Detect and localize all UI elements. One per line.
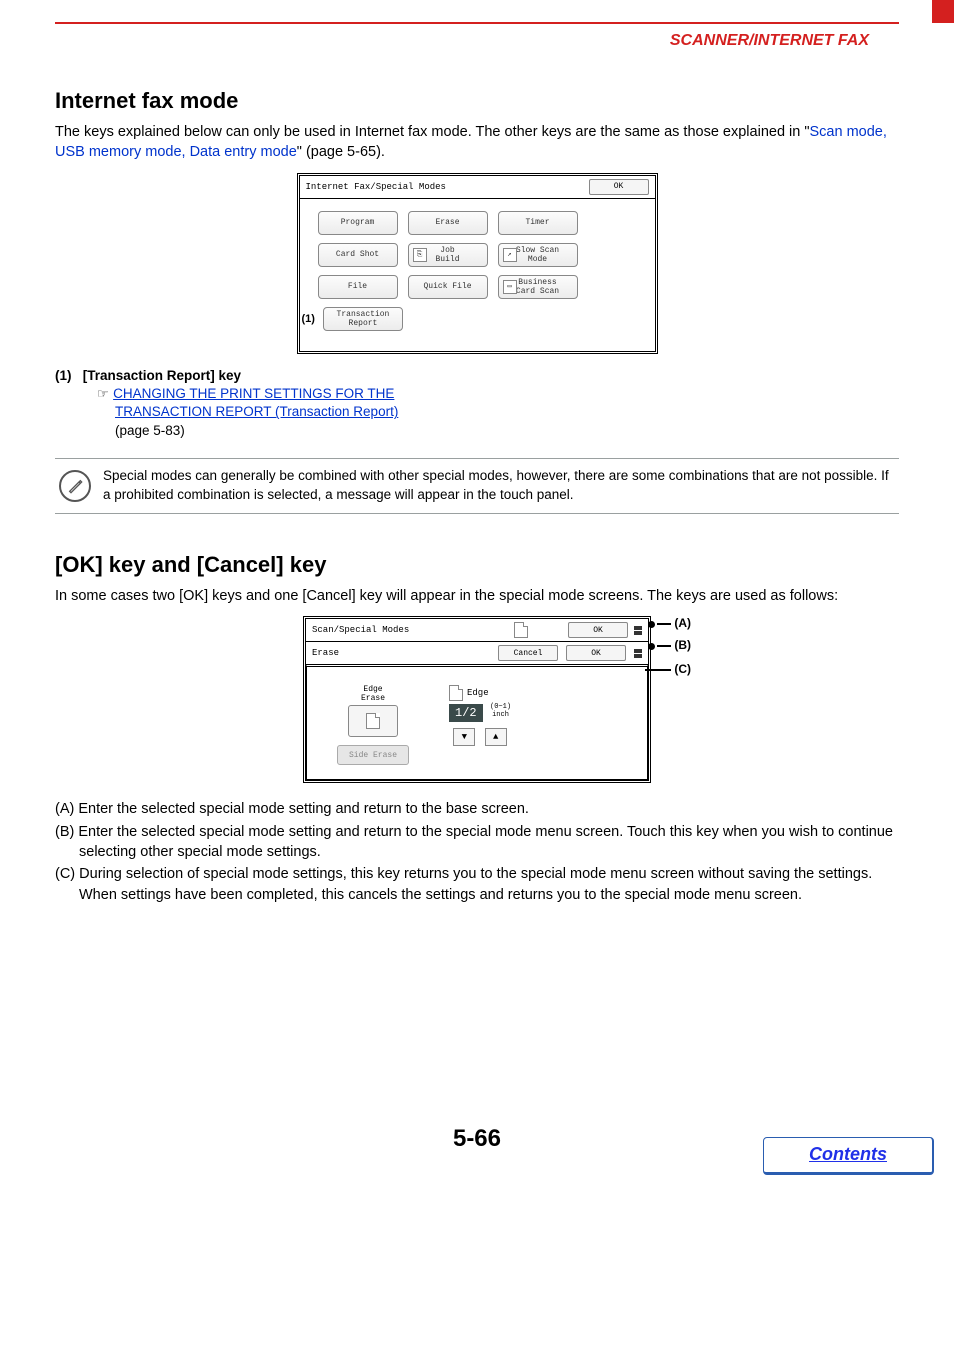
quick-file-button[interactable]: Quick File — [408, 275, 488, 299]
anno-b: (B) — [648, 638, 691, 652]
anno-c: (C) — [645, 662, 691, 676]
intro-text-pre: The keys explained below can only be use… — [55, 124, 810, 140]
scan-special-title: Scan/Special Modes — [312, 625, 409, 635]
erase-panel: Scan/Special Modes OK Erase Cancel OK — [303, 616, 651, 783]
link-transaction-report-1[interactable]: CHANGING THE PRINT SETTINGS FOR THE — [113, 386, 394, 401]
erase-panel-row-1: Scan/Special Modes OK — [306, 619, 648, 642]
job-build-button[interactable]: ⎘ Job Build — [408, 243, 488, 267]
page-container: SCANNER/INTERNET FAX Internet fax mode T… — [0, 0, 954, 1193]
key-1-page: (page 5-83) — [115, 423, 185, 438]
explain-a: (A) Enter the selected special mode sett… — [55, 799, 899, 819]
heading-ok-cancel: [OK] key and [Cancel] key — [55, 552, 899, 578]
timer-button[interactable]: Timer — [498, 211, 578, 235]
edge-right-label: Edge — [467, 688, 489, 698]
top-rule — [55, 0, 899, 24]
file-button[interactable]: File — [318, 275, 398, 299]
scroll-indicator-a — [634, 626, 642, 635]
business-card-label: Business Card Scan — [516, 278, 559, 296]
value-display: 1/2 — [449, 704, 483, 722]
panel-title: Internet Fax/Special Modes — [306, 182, 446, 192]
anno-c-label: (C) — [674, 662, 691, 676]
edge-erase-group: Edge Erase Side Erase — [337, 685, 409, 765]
erase-title: Erase — [312, 648, 339, 658]
contents-button[interactable]: Contents — [763, 1137, 934, 1175]
program-button[interactable]: Program — [318, 211, 398, 235]
value-group: Edge 1/2 (0~1) inch ▼ ▲ — [449, 685, 511, 748]
edge-erase-icon[interactable] — [348, 705, 398, 737]
page-icon — [514, 622, 528, 638]
cancel-button[interactable]: Cancel — [498, 645, 558, 661]
special-modes-panel: Internet Fax/Special Modes OK Program Er… — [297, 173, 658, 354]
slow-scan-icon: ↗ — [503, 248, 517, 262]
explain-b: (B) Enter the selected special mode sett… — [79, 822, 899, 863]
pointer-icon: ☞ — [97, 386, 109, 401]
slow-scan-label: Slow Scan Mode — [516, 246, 559, 264]
slow-scan-button[interactable]: ↗Slow Scan Mode — [498, 243, 578, 267]
ok-button-b[interactable]: OK — [566, 645, 626, 661]
anno-a: (A) — [648, 616, 691, 630]
note-text: Special modes can generally be combined … — [103, 467, 895, 505]
panel-body: Program Erase Timer Card Shot ⎘ Job Build… — [300, 199, 655, 351]
doc-section-header: SCANNER/INTERNET FAX — [55, 24, 899, 50]
erase-panel-row-2: Erase Cancel OK — [306, 642, 648, 664]
key-1-label: [Transaction Report] key — [83, 368, 241, 383]
erase-panel-body: Edge Erase Side Erase Edge 1/2 (0~1) inc… — [306, 664, 648, 780]
note-icon — [59, 470, 91, 502]
transaction-report-button[interactable]: Transaction Report — [323, 307, 403, 331]
increment-button[interactable]: ▲ — [485, 728, 507, 746]
ok-button[interactable]: OK — [589, 179, 649, 195]
edge-label-1: Edge — [337, 685, 409, 694]
job-build-label: Job Build — [435, 246, 459, 264]
erase-button[interactable]: Erase — [408, 211, 488, 235]
edge-label-2: Erase — [337, 694, 409, 703]
edge-value-icon — [449, 685, 463, 701]
job-build-icon: ⎘ — [413, 248, 427, 262]
intro-paragraph-1: The keys explained below can only be use… — [55, 122, 899, 163]
callout-1: (1) — [302, 313, 315, 325]
key-1-heading: (1) [Transaction Report] key — [55, 368, 899, 383]
anno-b-label: (B) — [674, 638, 691, 652]
explain-c: (C) During selection of special mode set… — [79, 864, 899, 905]
value-unit: (0~1) inch — [490, 703, 511, 719]
business-card-icon: ▭ — [503, 280, 517, 294]
corner-accent — [932, 0, 954, 23]
panel-header: Internet Fax/Special Modes OK — [300, 176, 655, 199]
intro-paragraph-2: In some cases two [OK] keys and one [Can… — [55, 586, 899, 606]
ok-button-a[interactable]: OK — [568, 622, 628, 638]
note-box: Special modes can generally be combined … — [55, 458, 899, 514]
decrement-button[interactable]: ▼ — [453, 728, 475, 746]
key-1-num: (1) — [55, 368, 72, 383]
intro-text-post: " (page 5-65). — [297, 144, 385, 160]
card-shot-button[interactable]: Card Shot — [318, 243, 398, 267]
scroll-indicator-b — [634, 649, 642, 658]
side-erase-button[interactable]: Side Erase — [337, 745, 409, 765]
anno-a-label: (A) — [674, 616, 691, 630]
business-card-button[interactable]: ▭Business Card Scan — [498, 275, 578, 299]
heading-internet-fax-mode: Internet fax mode — [55, 88, 899, 114]
link-transaction-report-2[interactable]: TRANSACTION REPORT (Transaction Report) — [115, 404, 398, 419]
